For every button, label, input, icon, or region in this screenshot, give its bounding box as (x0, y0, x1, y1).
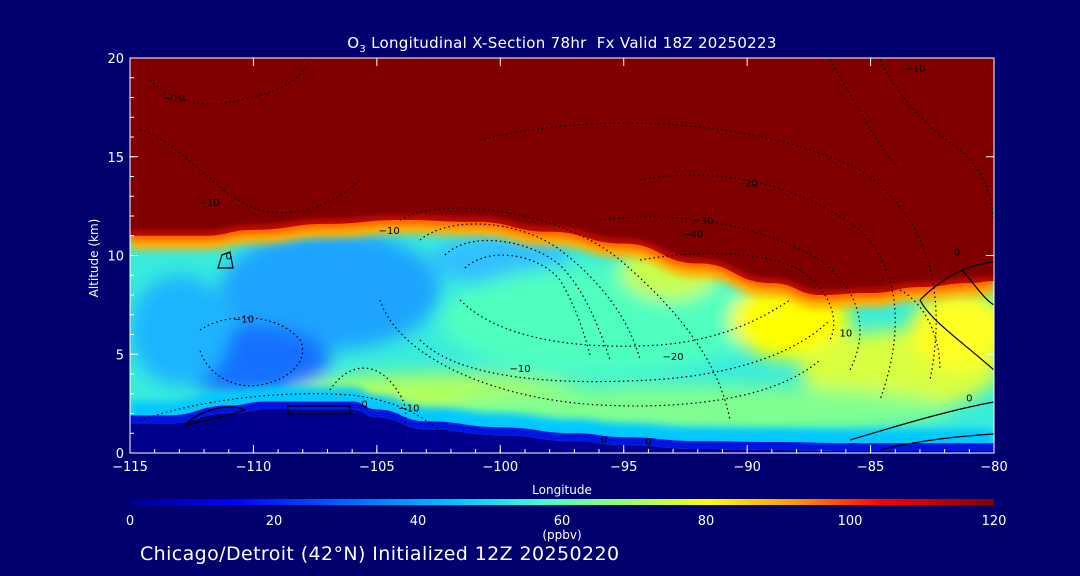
contour-solid (879, 433, 994, 451)
title-text: Longitudinal X-Section 78hr Fx Valid 18Z… (366, 34, 777, 52)
contour-label: −20 (663, 352, 684, 363)
contour-label: 0 (954, 248, 960, 259)
contour-label: −30 (692, 216, 713, 227)
contour-label: −10 (509, 364, 530, 375)
y-tick-label: 0 (116, 447, 124, 462)
stratospheric-ozone-region (130, 58, 994, 295)
contour-dotted (464, 254, 591, 356)
x-axis: −115 −110 −105 −100 −95 −90 −85 −80 (112, 58, 1008, 475)
contour-dotted (419, 319, 831, 383)
contour-label: −10 (904, 64, 925, 75)
x-tick-label: −95 (610, 460, 637, 475)
contour-dotted (149, 59, 311, 105)
surface-low-ozone-band (130, 401, 994, 452)
contour-solid (217, 251, 234, 269)
colorbar-tick-label: 20 (266, 514, 283, 529)
colorbar-tick-label: 60 (554, 514, 571, 529)
contour-dotted (879, 59, 994, 221)
x-tick-label: −115 (112, 460, 148, 475)
contour-dotted (139, 393, 451, 441)
contour-label: 10 (840, 328, 853, 339)
contour-label: −10 (398, 404, 419, 415)
contour-label: 0 (226, 251, 232, 262)
anomaly-contours (139, 59, 994, 451)
contour-dotted (399, 207, 731, 421)
contour-label: −10 (164, 93, 185, 104)
contour-solid (961, 269, 994, 306)
contour-solid (287, 405, 351, 415)
x-tick-label: −80 (980, 460, 1007, 475)
x-tick-label: −90 (733, 460, 760, 475)
tropopause-edge (130, 217, 994, 298)
colorbar-tick-label: 120 (982, 514, 1007, 529)
plot-area: −10 −10 −10 −30 −40 −20 −10 −10 −20 10 −10 −10 0 0 0 0 0… (130, 58, 994, 453)
colorbar-tick-label: 40 (410, 514, 427, 529)
colorbar-tick-label: 80 (698, 514, 715, 529)
contour-dotted (459, 299, 791, 347)
colorbar-unit-label: (ppbv) (542, 528, 581, 542)
contour-label: 0 (601, 435, 607, 446)
contour-label: 0 (966, 394, 972, 405)
contour-labels: −10 −10 −10 −30 −40 −20 −10 −10 −20 10 −10 −10 0 0 0 0 0… (164, 64, 973, 448)
contour-dotted (829, 59, 901, 171)
x-tick-label: −110 (236, 460, 272, 475)
contour-solid (849, 401, 994, 441)
contour-label: −20 (737, 178, 758, 189)
contour-dotted (444, 239, 611, 361)
contour-dotted (199, 317, 304, 387)
x-tick-label: −105 (359, 460, 395, 475)
y-tick-label: 5 (116, 348, 124, 363)
contour-solid (919, 299, 994, 371)
contour-label: −40 (682, 230, 703, 241)
contour-label: −10 (198, 198, 219, 209)
contour-dotted (899, 289, 941, 371)
contour-label: −10 (233, 315, 254, 326)
y-tick-label: 20 (107, 52, 124, 67)
contour-label: 0 (361, 400, 367, 411)
contour-dotted (639, 252, 835, 341)
title-species: O (347, 34, 360, 52)
y-tick-label: 10 (107, 250, 124, 265)
terrain-mask (130, 409, 994, 453)
y-axis-label: Altitude (km) (87, 219, 101, 298)
contour-label: −10 (379, 226, 400, 237)
y-tick-label: 15 (107, 151, 124, 166)
contour-solid (919, 261, 994, 301)
contour-solid (183, 406, 247, 426)
y-axis: 0 5 10 15 20 (107, 52, 994, 462)
x-tick-label: −100 (482, 460, 518, 475)
run-info-footer: Chicago/Detroit (42°N) Initialized 12Z 2… (140, 543, 620, 565)
chart-title: O3 Longitudinal X-Section 78hr Fx Valid … (130, 34, 994, 55)
contour-dotted (139, 129, 361, 214)
x-axis-label: Longitude (532, 483, 592, 497)
title-species-subscript: 3 (359, 44, 367, 55)
colorbar-ticks: 0 20 40 60 80 100 120 (126, 514, 1007, 529)
colorbar-tick-label: 0 (126, 514, 134, 529)
contour-label: 0 (645, 437, 651, 448)
x-tick-label: −85 (857, 460, 884, 475)
colorbar-tick-label: 100 (838, 514, 863, 529)
colorbar (130, 499, 994, 505)
